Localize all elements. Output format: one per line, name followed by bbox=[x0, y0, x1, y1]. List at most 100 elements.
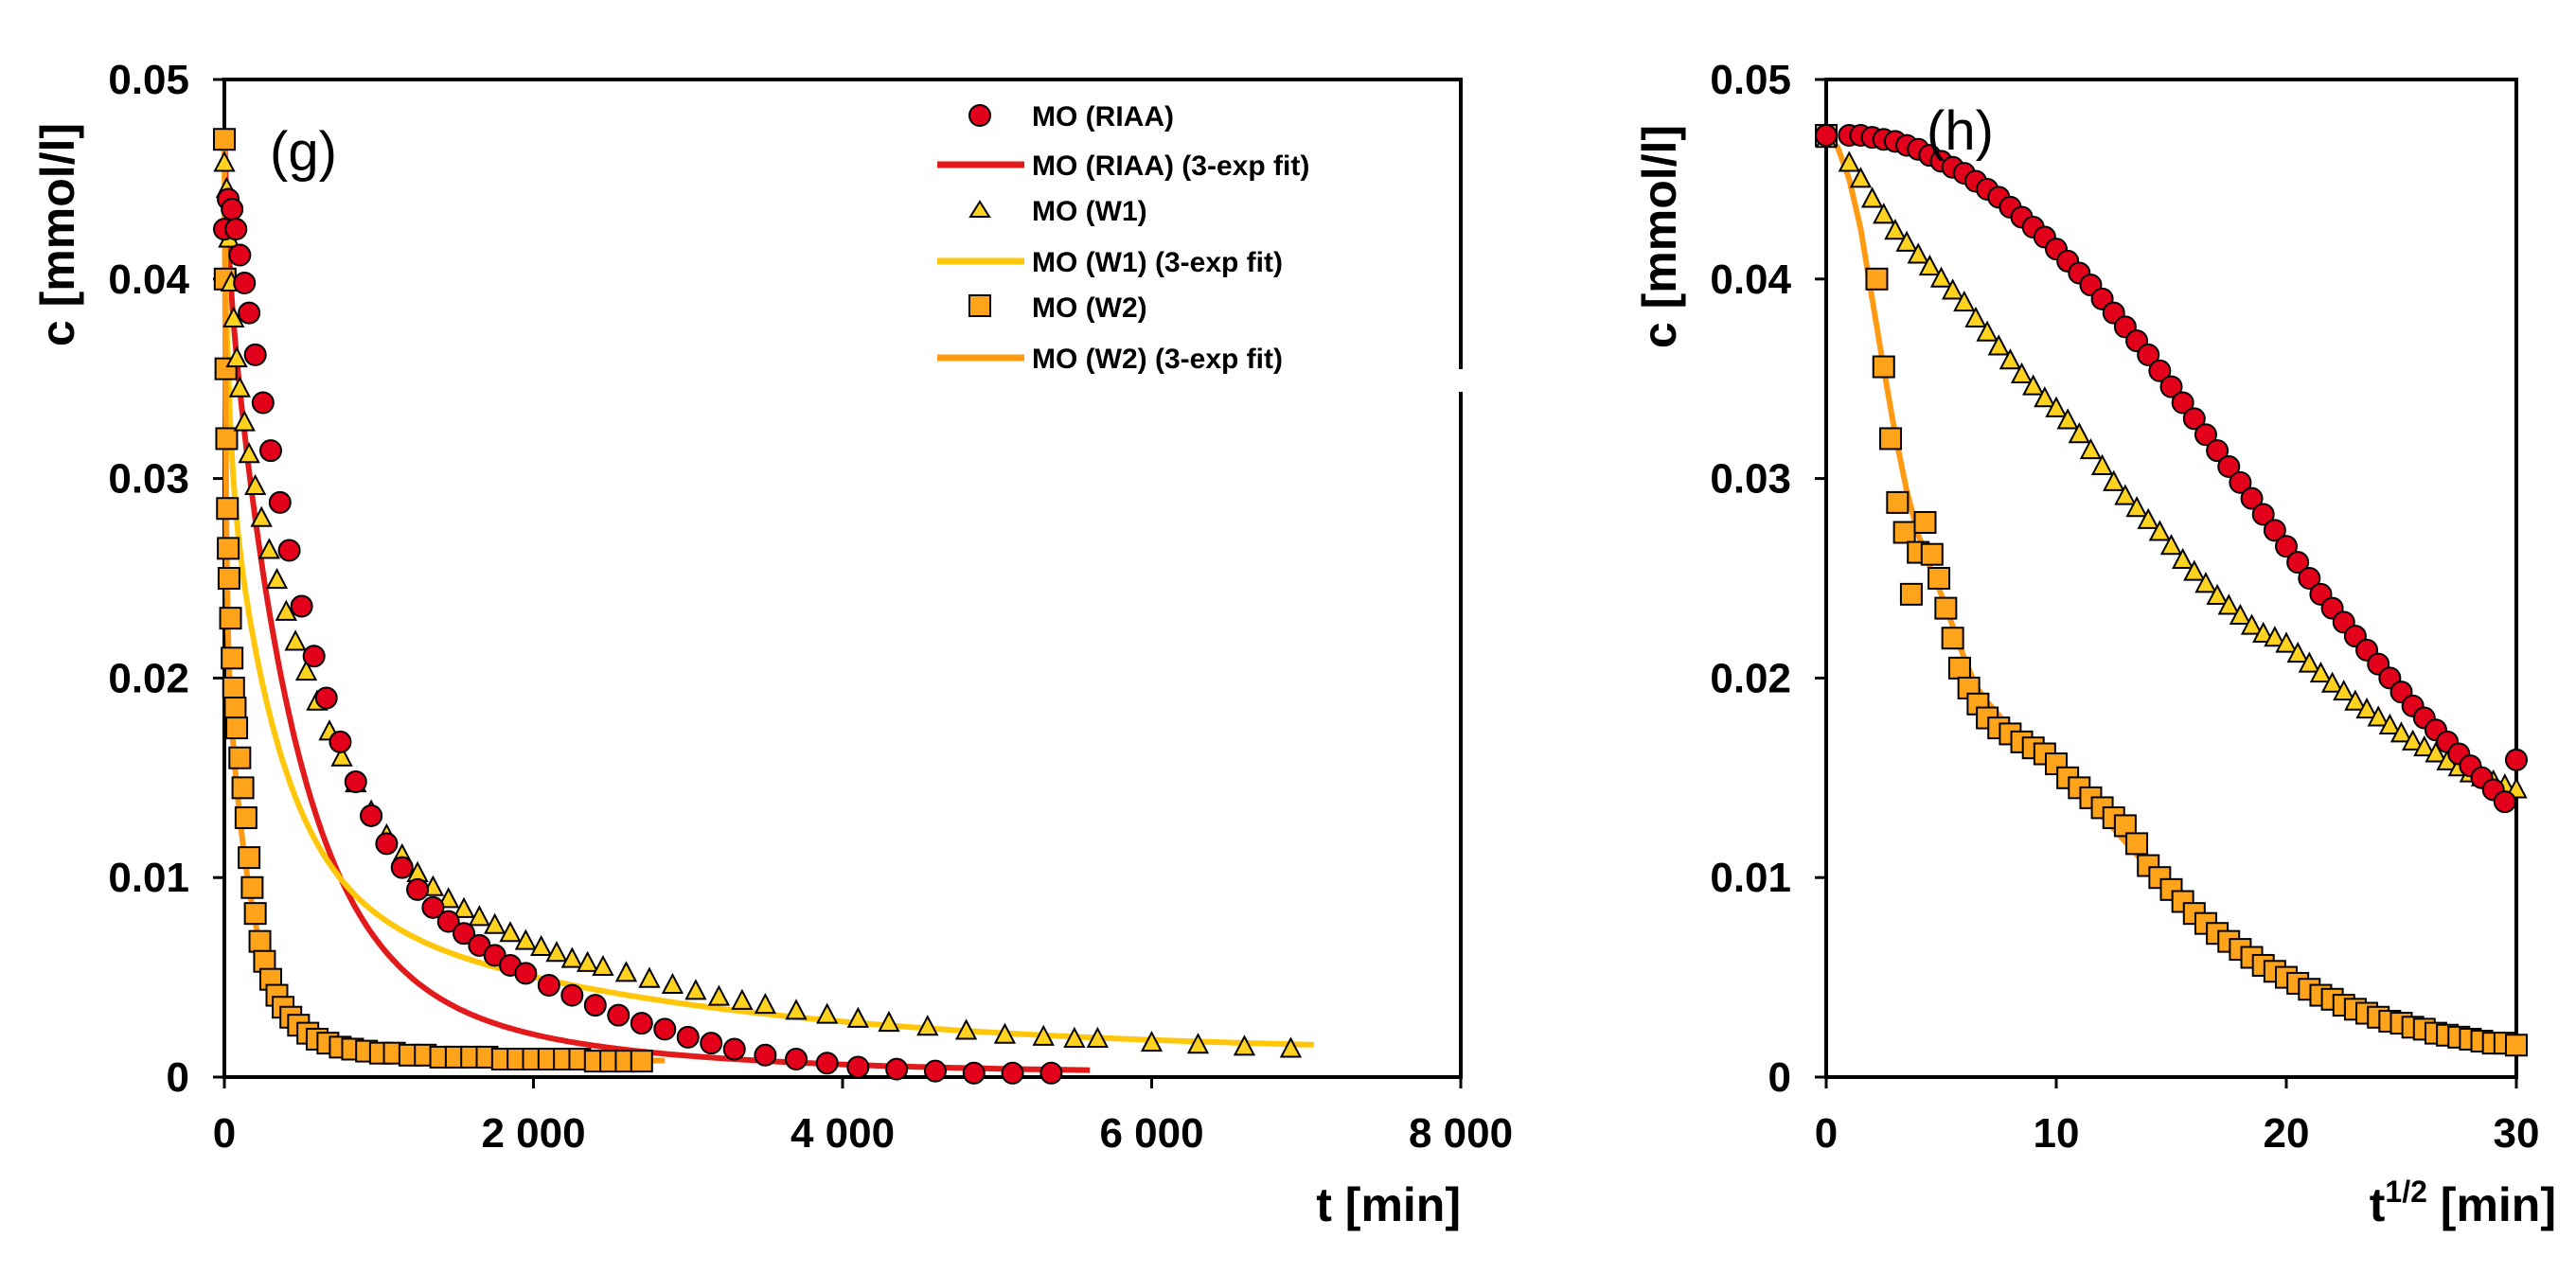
legend-label-w1: MO (W1) bbox=[1032, 196, 1147, 227]
panel-h-point-w1 bbox=[2229, 603, 2252, 626]
panel-g-point-w2 bbox=[225, 716, 249, 740]
panel-h-point-w1 bbox=[1895, 230, 1918, 252]
legend-marker-w2 bbox=[968, 294, 991, 317]
panel-g-point-riaa bbox=[233, 272, 257, 295]
panel-g-point-w2 bbox=[238, 846, 261, 870]
panel-g-point-riaa bbox=[290, 594, 313, 618]
legend-label-w2-fit: MO (W2) (3-exp fit) bbox=[1032, 344, 1283, 375]
legend-label-riaa: MO (RIAA) bbox=[1032, 101, 1174, 133]
panel-g-point-w1 bbox=[592, 954, 614, 977]
panel-g-fit-w1 bbox=[222, 215, 1315, 1048]
panel-g-point-w1 bbox=[1186, 1033, 1210, 1054]
panel-g-point-w1 bbox=[993, 1022, 1017, 1044]
panel-g-point-riaa bbox=[815, 1052, 839, 1075]
panel-g-point-w1 bbox=[243, 473, 267, 496]
panel-g-point-w1 bbox=[731, 988, 754, 1010]
panel-g-x-tick-label: 0 bbox=[213, 1110, 236, 1157]
panel-h-x-axis-label-unit: [min] bbox=[2427, 1178, 2556, 1231]
panel-g-point-w2 bbox=[213, 128, 236, 151]
panel-g-point-w1 bbox=[499, 921, 522, 943]
panel-h-point-w1 bbox=[2148, 520, 2172, 541]
panel-h-point-w1 bbox=[2206, 583, 2229, 605]
legend-label-riaa-fit: MO (RIAA) (3-exp fit) bbox=[1032, 150, 1309, 182]
panel-g-y-tick-label: 0.04 bbox=[108, 256, 189, 303]
panel-h-point-w1 bbox=[1849, 167, 1873, 188]
panel-h-point-riaa bbox=[2171, 391, 2194, 415]
panel-h-point-w1 bbox=[2252, 621, 2275, 644]
panel-g-point-w1 bbox=[614, 961, 638, 982]
panel-h-point-w2 bbox=[2113, 814, 2137, 838]
legend-label-w2: MO (W2) bbox=[1032, 292, 1147, 324]
panel-h-frame bbox=[1824, 78, 2518, 1079]
panel-h-point-w1 bbox=[2045, 396, 2068, 417]
panel-g-point-riaa bbox=[268, 490, 292, 514]
panel-h-point-w1 bbox=[2275, 631, 2298, 653]
panel-g-x-tick-label: 8 000 bbox=[1409, 1110, 1513, 1157]
panel-g-point-w1 bbox=[250, 505, 273, 527]
panel-h-x-tick-label: 20 bbox=[2264, 1110, 2310, 1157]
panel-g-point-w2 bbox=[228, 746, 252, 769]
panel-h-point-w1 bbox=[1964, 306, 1987, 327]
panel-h-point-w2 bbox=[2505, 1034, 2528, 1057]
panel-g-y-tick-label: 0.02 bbox=[108, 655, 189, 701]
panel-g-point-w1 bbox=[468, 905, 491, 927]
panel-g-point-w1 bbox=[453, 896, 475, 918]
panel-h-point-w2 bbox=[1886, 490, 1910, 514]
panel-g-point-riaa bbox=[258, 439, 282, 463]
panel-h-point-w1 bbox=[1907, 242, 1929, 264]
panel-h-point-w2 bbox=[1913, 510, 1937, 534]
panel-g-point-w1 bbox=[560, 946, 583, 968]
panel-h-point-w2 bbox=[1928, 567, 1951, 590]
panel-h-point-riaa bbox=[2159, 375, 2183, 398]
panel-g-point-riaa bbox=[607, 1003, 631, 1027]
panel-g-point-w1 bbox=[1140, 1031, 1164, 1052]
panel-g-markers bbox=[213, 128, 1303, 1085]
panel-g-point-w1 bbox=[545, 941, 568, 963]
panel-g-point-w1 bbox=[576, 950, 599, 972]
panel-h-point-w1 bbox=[1976, 320, 1999, 342]
panel-h-point-w1 bbox=[2183, 559, 2206, 581]
panel-g-point-w2 bbox=[630, 1050, 653, 1073]
panel-h-point-riaa bbox=[2206, 439, 2230, 463]
panel-h-point-riaa bbox=[2286, 551, 2310, 575]
panel-h-point-w1 bbox=[1999, 348, 2022, 370]
panel-g-point-riaa bbox=[1039, 1061, 1063, 1085]
panel-g-point-riaa bbox=[228, 243, 252, 267]
panel-h-x-axis-label-main: t bbox=[2370, 1178, 2386, 1231]
panel-g-point-w1 bbox=[1032, 1024, 1055, 1046]
panel-h-point-w2 bbox=[2125, 832, 2149, 856]
panel-h-y-tick-label: 0.03 bbox=[1710, 456, 1791, 503]
panel-g-point-w2 bbox=[248, 929, 272, 953]
legend-marker-riaa bbox=[968, 104, 991, 127]
panel-g-point-w1 bbox=[916, 1015, 939, 1036]
panel-h-plot: 0 0.01 0.02 0.03 0.04 0.05 0 10 20 30 (h) t1/2 [m… bbox=[1633, 57, 2556, 1231]
legend-marker-w1 bbox=[968, 200, 991, 218]
panel-g-point-riaa bbox=[406, 877, 430, 901]
panel-h-point-w1 bbox=[2022, 374, 2045, 396]
panel-g-point-w2 bbox=[223, 697, 247, 720]
panel-g-point-w1 bbox=[213, 150, 236, 172]
panel-h-point-riaa bbox=[2137, 343, 2160, 366]
panel-h-point-w1 bbox=[2090, 453, 2114, 475]
panel-g-point-w1 bbox=[275, 599, 297, 621]
panel-h-point-w2 bbox=[1892, 521, 1916, 544]
panel-h-point-w1 bbox=[1838, 150, 1860, 172]
panel-g-point-riaa bbox=[238, 301, 261, 325]
panel-g-point-riaa bbox=[700, 1032, 723, 1055]
panel-g-point-w1 bbox=[530, 934, 553, 956]
panel-h-x-tick-label: 30 bbox=[2494, 1110, 2540, 1157]
panel-g-point-w1 bbox=[638, 966, 661, 988]
panel-h-y-tick-label: 0.02 bbox=[1710, 655, 1791, 701]
panel-g-point-w2 bbox=[219, 607, 242, 630]
panel-g-point-w1 bbox=[330, 745, 353, 767]
panel-h-point-riaa bbox=[2229, 470, 2252, 494]
panel-g-point-w1 bbox=[233, 410, 256, 432]
panel-g-y-axis-label: c [mmol/l] bbox=[31, 123, 84, 346]
panel-g-point-riaa bbox=[630, 1012, 653, 1035]
panel-g-point-riaa bbox=[251, 391, 275, 415]
panel-g-point-riaa bbox=[329, 730, 352, 753]
panel-g-x-tick-label: 6 000 bbox=[1099, 1110, 1203, 1157]
panel-g-point-w2 bbox=[216, 497, 240, 521]
panel-h-point-w1 bbox=[2103, 469, 2125, 491]
